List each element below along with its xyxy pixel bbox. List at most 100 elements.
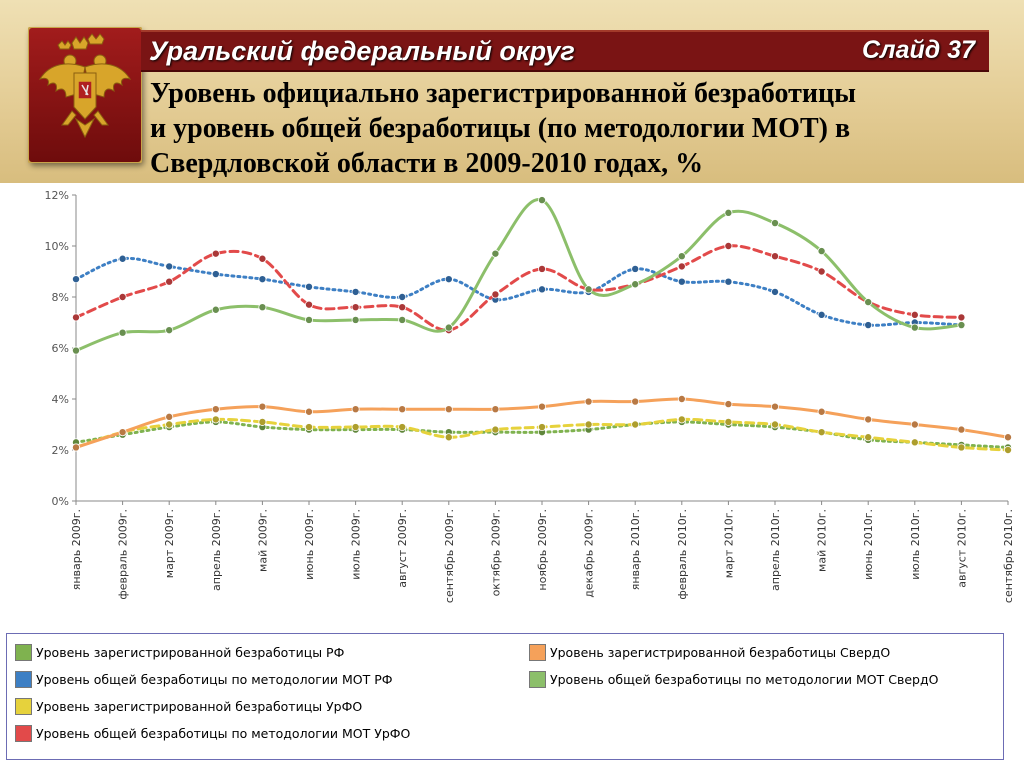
legend-swatch xyxy=(15,725,32,742)
x-tick-label: октябрь 2009г. xyxy=(489,509,502,596)
data-point xyxy=(165,412,174,421)
x-tick-label: февраль 2010г. xyxy=(676,509,689,600)
data-point xyxy=(817,428,826,437)
data-point xyxy=(165,326,174,335)
data-point xyxy=(538,264,547,273)
data-point xyxy=(304,315,313,324)
legend-swatch xyxy=(15,671,32,688)
data-point xyxy=(258,417,267,426)
data-point xyxy=(864,415,873,424)
x-tick-label: март 2009г. xyxy=(163,509,176,578)
data-point xyxy=(258,303,267,312)
data-point xyxy=(864,433,873,442)
data-point xyxy=(1004,445,1013,454)
y-tick-label: 8% xyxy=(52,291,69,304)
data-point xyxy=(258,402,267,411)
data-point xyxy=(211,270,220,279)
data-point xyxy=(351,287,360,296)
legend-item: Уровень зарегистрированной безработицы Р… xyxy=(15,644,344,661)
data-point xyxy=(72,443,81,452)
x-tick-label: декабрь 2009г. xyxy=(583,509,596,598)
line-chart: 0% 2% 4% 6% 8% 10% 12% январь 2009г. февраль 200… xyxy=(45,189,1015,603)
legend-label: Уровень зарегистрированной безработицы У… xyxy=(36,699,363,714)
x-tick-label: январь 2009г. xyxy=(70,509,83,590)
data-point xyxy=(398,303,407,312)
y-tick-label: 10% xyxy=(45,240,69,253)
data-point xyxy=(491,425,500,434)
slide-number: Слайд 37 xyxy=(862,36,975,64)
data-point xyxy=(584,420,593,429)
data-point xyxy=(677,277,686,286)
slide-heading: Уровень официально зарегистрированной бе… xyxy=(150,76,1020,181)
data-point xyxy=(957,313,966,322)
data-point xyxy=(398,405,407,414)
legend-swatch xyxy=(529,671,546,688)
data-point xyxy=(957,443,966,452)
data-point xyxy=(211,249,220,258)
data-point xyxy=(864,298,873,307)
data-point xyxy=(165,420,174,429)
data-point xyxy=(398,423,407,432)
data-point xyxy=(118,428,127,437)
data-point xyxy=(304,407,313,416)
data-point xyxy=(444,275,453,284)
data-point xyxy=(724,208,733,217)
data-point xyxy=(677,415,686,424)
data-point xyxy=(351,405,360,414)
y-tick-label: 6% xyxy=(52,342,69,355)
x-tick-label: август 2010г. xyxy=(955,509,968,588)
data-point xyxy=(211,405,220,414)
x-tick-label: сентябрь 2009г. xyxy=(443,509,456,603)
data-point xyxy=(304,282,313,291)
legend-item: Уровень общей безработицы по методологии… xyxy=(15,725,410,742)
y-tick-label: 12% xyxy=(45,189,69,202)
data-point xyxy=(118,254,127,263)
data-point xyxy=(304,300,313,309)
data-point xyxy=(165,277,174,286)
heading-line: Уровень официально зарегистрированной бе… xyxy=(150,78,857,109)
data-point xyxy=(538,402,547,411)
x-tick-label: май 2009г. xyxy=(256,509,269,572)
data-point xyxy=(165,262,174,271)
y-tick-label: 4% xyxy=(52,393,69,406)
data-point xyxy=(724,277,733,286)
data-point xyxy=(724,417,733,426)
data-point xyxy=(444,405,453,414)
y-tick-label: 2% xyxy=(52,444,69,457)
data-point xyxy=(631,397,640,406)
data-point xyxy=(771,287,780,296)
legend-label: Уровень зарегистрированной безработицы С… xyxy=(550,645,891,660)
data-point xyxy=(491,290,500,299)
chart-legend: Уровень зарегистрированной безработицы Р… xyxy=(6,633,1004,760)
data-point xyxy=(677,394,686,403)
data-point xyxy=(444,433,453,442)
x-tick-label: июль 2010г. xyxy=(909,509,922,580)
data-point xyxy=(957,321,966,330)
data-point xyxy=(1004,433,1013,442)
data-point xyxy=(538,196,547,205)
x-tick-label: август 2009г. xyxy=(396,509,409,588)
x-tick-label: июль 2009г. xyxy=(350,509,363,580)
data-point xyxy=(677,252,686,261)
data-point xyxy=(72,275,81,284)
data-point xyxy=(304,423,313,432)
data-point xyxy=(538,285,547,294)
data-point xyxy=(584,285,593,294)
data-point xyxy=(631,264,640,273)
legend-item: Уровень зарегистрированной безработицы У… xyxy=(15,698,362,715)
data-point xyxy=(72,313,81,322)
x-tick-label: июнь 2010г. xyxy=(862,509,875,580)
data-point xyxy=(491,405,500,414)
heading-line: Свердловской области в 2009-2010 годах, … xyxy=(150,148,704,179)
legend-swatch xyxy=(15,644,32,661)
data-point xyxy=(584,397,593,406)
x-tick-label: ноябрь 2009г. xyxy=(536,509,549,591)
data-point xyxy=(118,328,127,337)
data-point xyxy=(258,254,267,263)
data-point xyxy=(864,321,873,330)
data-point xyxy=(211,305,220,314)
legend-label: Уровень общей безработицы по методологии… xyxy=(550,672,939,687)
data-point xyxy=(771,252,780,261)
data-point xyxy=(771,219,780,228)
data-point xyxy=(118,293,127,302)
